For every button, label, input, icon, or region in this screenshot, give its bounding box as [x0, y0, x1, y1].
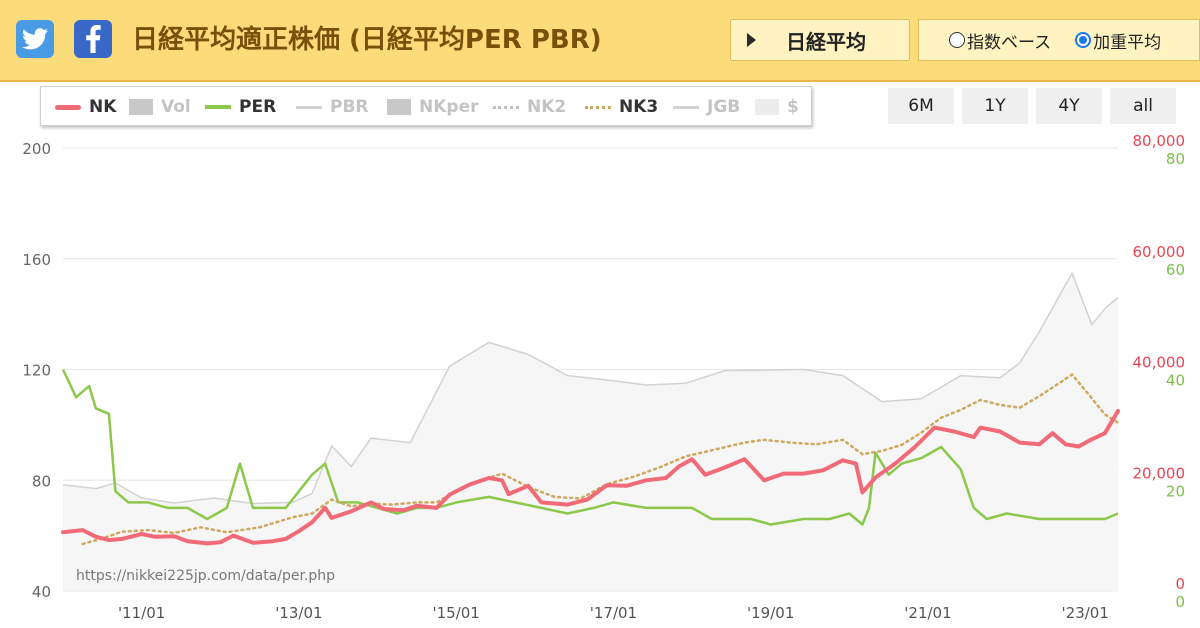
x-tick-label: '13/01 [275, 604, 322, 622]
legend-item-nk2[interactable]: NK2 [493, 87, 566, 127]
legend-item-nkper[interactable]: NKper [387, 87, 478, 127]
y-left-tick-label: 160 [22, 251, 51, 269]
legend-label-per: PER [239, 97, 277, 117]
radio-weighted-average-label: 加重平均 [1093, 32, 1162, 53]
range-button-6m[interactable]: 6M [888, 88, 954, 124]
legend-item-dollar[interactable]: $ [755, 87, 799, 127]
x-tick-label: '19/01 [747, 604, 794, 622]
y-left-tick-label: 40 [32, 583, 51, 601]
radio-on-icon [1075, 32, 1092, 48]
range-button-4y[interactable]: 4Y [1036, 88, 1102, 124]
series-line-nk3 [81, 372, 1120, 546]
nkper-box-swatch [387, 99, 411, 115]
source-url-note: https://nikkei225jp.com/data/per.php [76, 568, 335, 584]
y-left-tick-label: 200 [22, 140, 51, 158]
y-right-nk-tick-label: 0 [1175, 575, 1185, 593]
x-tick-label: '17/01 [590, 604, 637, 622]
facebook-icon [86, 25, 101, 53]
basis-radio-group: 指数ベース 加重平均 [918, 19, 1200, 61]
nikkei-index-button[interactable]: 日経平均 [730, 19, 910, 61]
y-left-tick-label: 80 [32, 472, 51, 490]
jgb-line-swatch [673, 105, 699, 109]
y-right-nk-tick-label: 60,000 [1133, 243, 1186, 261]
play-triangle-icon [747, 33, 756, 47]
nk2-dotted-swatch [493, 105, 519, 109]
y-right-nk-tick-label: 40,000 [1133, 354, 1186, 372]
nk3-dotted-swatch [585, 105, 611, 109]
legend-label-dollar: $ [787, 97, 799, 117]
vol-box-swatch [129, 99, 153, 115]
twitter-share-button[interactable] [16, 20, 54, 58]
dollar-box-swatch [755, 99, 779, 115]
legend-item-nk[interactable]: NK [55, 87, 116, 127]
legend-label-nk2: NK2 [527, 97, 567, 117]
header-bar: 日経平均適正株価 (日経平均PER PBR) 日経平均 指数ベース 加重平均 [0, 0, 1200, 82]
x-tick-label: '21/01 [904, 604, 951, 622]
y-right-nk-tick-label: 80,000 [1133, 132, 1186, 150]
legend-label-pbr: PBR [330, 97, 369, 117]
series-line-nk [61, 409, 1120, 546]
y-right-per-tick-label: 60 [1166, 261, 1185, 279]
range-button-all[interactable]: all [1110, 88, 1176, 124]
legend-item-jgb[interactable]: JGB [673, 87, 740, 127]
per-pbr-chart: 40 80 120 160 200 0 20,000 40,000 60,000 80,000 0 2… [0, 130, 1200, 628]
x-tick-label: '11/01 [118, 604, 165, 622]
nk-line-swatch [55, 104, 81, 110]
series-line-jgb [62, 271, 1119, 505]
nikkei-index-label: 日経平均 [786, 29, 866, 54]
radio-off-icon [949, 32, 965, 48]
range-button-1y[interactable]: 1Y [962, 88, 1028, 124]
legend-label-nk3: NK3 [619, 97, 659, 117]
y-right-per-tick-label: 0 [1175, 593, 1185, 611]
legend-item-vol[interactable]: Vol [129, 87, 191, 127]
radio-index-base[interactable]: 指数ベース [949, 28, 1051, 53]
y-right-per-tick-label: 40 [1166, 372, 1185, 390]
page-title: 日経平均適正株価 (日経平均PER PBR) [132, 25, 602, 55]
facebook-share-button[interactable] [74, 20, 112, 58]
y-right-nk-tick-label: 20,000 [1133, 464, 1186, 482]
legend-label-nk: NK [89, 97, 117, 117]
x-tick-label: '15/01 [432, 604, 479, 622]
legend-item-nk3[interactable]: NK3 [585, 87, 658, 127]
radio-index-base-label: 指数ベース [967, 32, 1052, 53]
y-right-per-tick-label: 80 [1166, 150, 1185, 168]
series-line-per [61, 368, 1119, 526]
legend-item-pbr[interactable]: PBR [296, 87, 369, 127]
pbr-line-swatch [296, 105, 322, 109]
radio-weighted-average[interactable]: 加重平均 [1075, 28, 1161, 53]
y-right-per-tick-label: 20 [1166, 482, 1185, 500]
per-line-swatch [205, 105, 231, 109]
y-left-tick-label: 120 [22, 362, 51, 380]
legend-item-per[interactable]: PER [205, 87, 276, 127]
legend-label-nkper: NKper [419, 97, 479, 117]
twitter-icon [22, 28, 48, 50]
legend-label-jgb: JGB [707, 97, 741, 117]
chart-legend: NK Vol PER PBR NKper NK2 NK3 JGB $ [40, 86, 812, 126]
x-tick-label: '23/01 [1062, 604, 1109, 622]
legend-label-vol: Vol [161, 97, 191, 117]
